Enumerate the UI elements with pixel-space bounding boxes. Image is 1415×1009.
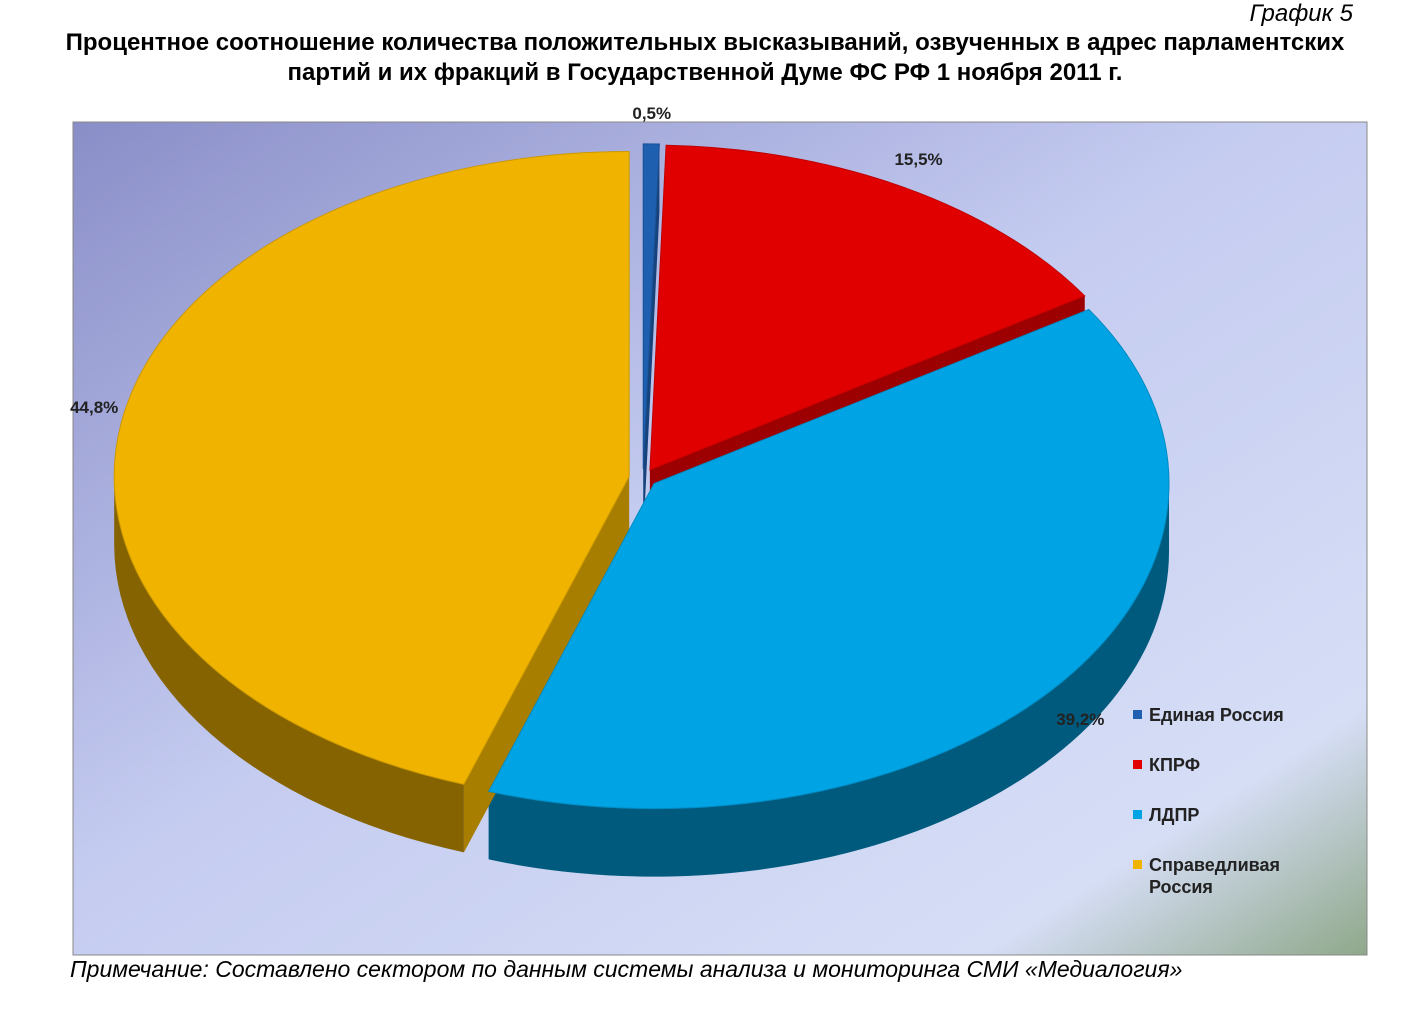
legend: Единая Россия КПРФ ЛДПР Справедливая Россия [1133,704,1353,904]
legend-item: ЛДПР [1133,804,1353,854]
legend-item: Единая Россия [1133,704,1353,754]
slice [487,308,1170,810]
legend-label: ЛДПР [1149,805,1200,825]
slice-side [643,144,660,537]
legend-label: Единая Россия [1149,705,1284,725]
chart-note: Примечание: Составлено сектором по данны… [70,956,1183,982]
legend-item: КПРФ [1133,754,1353,804]
data-label: 15,5% [894,150,942,169]
legend-swatch [1133,810,1142,819]
slice-wall [488,483,1170,877]
data-label: 44,8% [70,398,118,417]
chart-caption: График 5 [1249,0,1353,27]
legend-swatch [1133,860,1142,869]
legend-label: КПРФ [1149,755,1201,775]
legend-swatch [1133,710,1142,719]
legend-swatch [1133,760,1142,769]
slice [642,143,660,469]
slice [113,151,630,785]
pie-tops [113,143,1170,810]
legend-label: Справедливая Россия [1149,855,1280,897]
data-label: 0,5% [632,104,671,123]
slice-wall [114,476,464,853]
data-label: 39,2% [1056,710,1104,729]
data-labels: 0,5% 15,5% 39,2% 44,8% [70,104,1104,729]
legend-item: Справедливая Россия [1133,854,1353,904]
slice-side [463,476,630,853]
chart-title: Процентное соотношение количества положи… [65,29,1345,86]
slice [649,144,1086,471]
